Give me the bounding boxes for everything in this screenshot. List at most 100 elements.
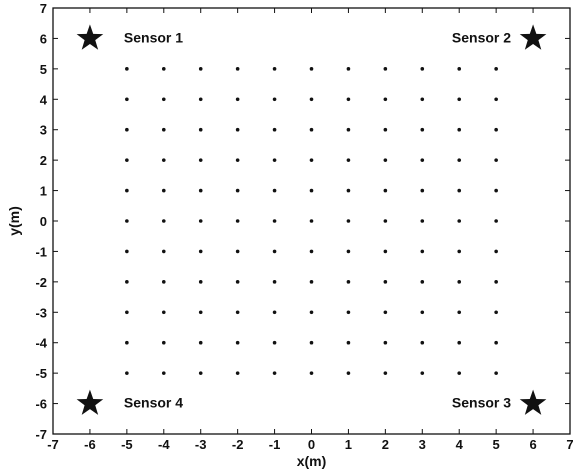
- grid-point: [494, 310, 498, 315]
- grid-point: [383, 249, 388, 254]
- x-tick-label: -1: [269, 437, 281, 452]
- grid-point: [198, 188, 203, 193]
- grid-point: [161, 249, 166, 254]
- grid-point: [125, 219, 129, 223]
- grid-point: [457, 340, 462, 345]
- grid-point: [161, 280, 166, 284]
- grid-point: [383, 97, 388, 102]
- grid-point: [309, 158, 314, 162]
- grid-point: [235, 188, 240, 193]
- grid-point: [383, 280, 388, 284]
- grid-point: [272, 280, 277, 284]
- grid-point: [383, 310, 388, 315]
- sensor-star-icon: [519, 389, 547, 415]
- grid-point: [309, 188, 314, 193]
- x-tick-label: -4: [158, 437, 170, 452]
- grid-point: [420, 127, 425, 132]
- grid-point: [457, 127, 462, 132]
- sensor-star-icon: [76, 24, 104, 50]
- grid-point: [494, 249, 498, 254]
- grid-point: [457, 67, 462, 71]
- grid-point: [125, 188, 129, 193]
- y-tick-label: -6: [35, 397, 47, 412]
- y-tick-labels: -7 -6 -5 -4 -3 -2 -1 0 1 2 3 4 5 6 7: [35, 1, 47, 442]
- grid-point: [235, 249, 240, 254]
- grid-point: [272, 97, 277, 102]
- grid-point: [309, 219, 314, 223]
- grid-point: [383, 340, 388, 345]
- grid-point: [161, 371, 166, 375]
- y-tick-label: 7: [40, 1, 47, 16]
- grid-point: [125, 310, 129, 315]
- grid-point: [125, 97, 129, 102]
- y-tick-label: 2: [40, 153, 47, 168]
- grid-point: [272, 158, 277, 162]
- grid-point: [198, 127, 203, 132]
- grid-point: [125, 340, 129, 345]
- x-tick-label: -3: [195, 437, 207, 452]
- grid-point: [494, 158, 498, 162]
- grid-point: [346, 219, 351, 223]
- grid-point: [198, 280, 203, 284]
- y-tick-label: 3: [40, 123, 47, 138]
- grid-point: [198, 340, 203, 345]
- x-tick-label: -5: [121, 437, 133, 452]
- sensors: Sensor 1 Sensor 2 Sensor 3 Sensor 4: [76, 24, 547, 415]
- grid-point: [494, 371, 498, 375]
- sensor-label: Sensor 1: [124, 29, 183, 45]
- grid-point: [235, 340, 240, 345]
- y-tick-label: 6: [40, 31, 47, 46]
- grid-point: [235, 97, 240, 102]
- grid-point: [457, 249, 462, 254]
- sensor-label: Sensor 4: [124, 395, 183, 411]
- y-tick-label: -5: [35, 366, 47, 381]
- grid-point: [198, 249, 203, 254]
- grid-point: [494, 280, 498, 284]
- grid-point: [161, 127, 166, 132]
- x-tick-label: 1: [345, 437, 352, 452]
- y-tick-label: -3: [35, 305, 47, 320]
- grid-point: [420, 340, 425, 345]
- grid-point: [420, 188, 425, 193]
- grid-point: [125, 158, 129, 162]
- x-tick-labels: -7 -6 -5 -4 -3 -2 -1 0 1 2 3 4 5 6 7: [47, 437, 573, 452]
- x-tick-label: 5: [493, 437, 500, 452]
- grid-point: [346, 188, 351, 193]
- grid-point: [272, 219, 277, 223]
- y-tick-label: 0: [40, 214, 47, 229]
- grid-point: [346, 97, 351, 102]
- grid-point: [457, 219, 462, 223]
- grid-point: [125, 67, 129, 71]
- grid-point: [272, 249, 277, 254]
- y-tick-label: -4: [35, 336, 47, 351]
- y-tick-label: 4: [40, 92, 48, 107]
- grid-point: [161, 158, 166, 162]
- x-tick-label: -2: [232, 437, 244, 452]
- grid-point: [272, 371, 277, 375]
- grid-point: [125, 127, 129, 132]
- grid-point: [420, 219, 425, 223]
- grid-point: [309, 249, 314, 254]
- grid-point: [383, 127, 388, 132]
- grid-point: [457, 280, 462, 284]
- grid-point: [198, 371, 203, 375]
- grid-point: [309, 280, 314, 284]
- grid-point: [125, 280, 129, 284]
- grid-points: [125, 67, 498, 375]
- grid-point: [198, 310, 203, 315]
- y-tick-label: -2: [35, 275, 47, 290]
- grid-point: [420, 371, 425, 375]
- grid-point: [457, 371, 462, 375]
- grid-point: [494, 67, 498, 71]
- grid-point: [420, 249, 425, 254]
- grid-point: [494, 340, 498, 345]
- grid-point: [383, 158, 388, 162]
- grid-point: [457, 97, 462, 102]
- grid-point: [235, 310, 240, 315]
- grid-point: [309, 127, 314, 132]
- grid-point: [457, 310, 462, 315]
- grid-point: [235, 158, 240, 162]
- grid-point: [494, 188, 498, 193]
- grid-point: [420, 310, 425, 315]
